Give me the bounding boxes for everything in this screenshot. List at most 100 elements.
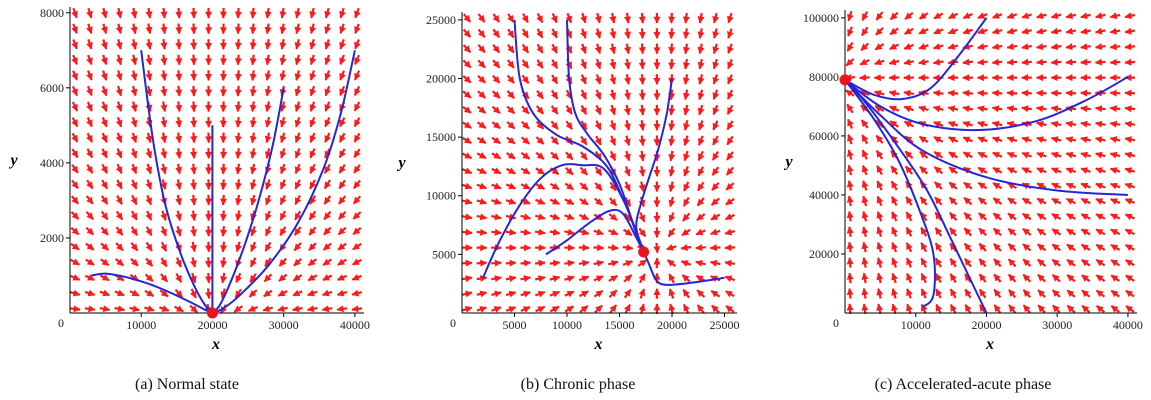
field-arrow	[175, 194, 183, 206]
field-arrow	[323, 195, 332, 205]
field-arrow	[1022, 258, 1032, 267]
field-arrow	[948, 166, 958, 175]
caption-chronic-phase: (b) Chronic phase	[521, 376, 636, 393]
caption-normal-state: (a) Normal state	[135, 376, 239, 393]
field-arrow	[294, 85, 302, 97]
field-arrow	[220, 272, 228, 284]
field-arrow	[461, 259, 473, 267]
field-arrow	[697, 104, 705, 116]
field-arrow	[534, 290, 546, 298]
field-arrow	[294, 70, 302, 81]
field-arrow	[978, 197, 988, 206]
field-arrow	[1080, 105, 1091, 113]
field-arrow	[1095, 304, 1106, 314]
field-arrow	[535, 182, 546, 190]
trajectory-b-2	[566, 19, 645, 253]
x-axis-label-a: x	[211, 336, 220, 353]
field-arrow	[249, 39, 257, 50]
field-arrow	[536, 105, 545, 115]
field-arrow	[890, 180, 898, 191]
field-arrow	[70, 226, 80, 236]
field-arrow	[891, 211, 898, 222]
field-arrow	[1065, 197, 1076, 205]
field-arrow	[536, 59, 544, 69]
field-arrow	[264, 132, 272, 144]
field-arrow	[578, 228, 590, 236]
field-arrow	[339, 54, 346, 66]
x-tick-label: 20000	[657, 318, 687, 332]
field-arrow	[637, 259, 648, 267]
field-arrow	[264, 7, 272, 19]
field-arrow	[264, 70, 272, 81]
field-arrow	[491, 152, 502, 160]
field-arrow	[86, 39, 93, 50]
field-arrow	[668, 58, 676, 70]
field-arrow	[505, 275, 517, 283]
field-arrow	[978, 258, 987, 268]
field-arrow	[190, 148, 198, 159]
field-arrow	[249, 163, 257, 175]
field-arrow	[978, 304, 987, 314]
field-arrow	[580, 43, 587, 54]
field-arrow	[1081, 304, 1091, 314]
field-arrow	[696, 289, 706, 298]
field-arrow	[891, 272, 898, 284]
field-arrow	[506, 121, 516, 130]
field-arrow	[220, 194, 228, 206]
field-arrow	[695, 244, 706, 252]
field-arrow	[1022, 212, 1032, 221]
field-arrow	[536, 13, 544, 24]
field-arrow	[949, 227, 958, 237]
field-arrow	[234, 7, 242, 19]
field-arrow	[1081, 258, 1091, 267]
field-arrow	[697, 166, 705, 177]
field-arrow	[875, 27, 884, 36]
field-arrow	[1080, 167, 1091, 174]
field-arrow	[934, 181, 943, 190]
field-arrow	[492, 44, 501, 54]
field-arrow	[100, 195, 109, 205]
field-arrow	[1094, 27, 1106, 35]
field-arrow	[578, 290, 589, 298]
field-arrow	[1124, 43, 1136, 51]
field-arrow	[535, 151, 545, 160]
field-arrow	[963, 181, 973, 190]
field-arrow	[265, 210, 272, 221]
field-arrow	[1080, 89, 1091, 97]
field-arrow	[564, 305, 575, 313]
field-arrow	[190, 163, 198, 175]
field-arrow	[947, 105, 959, 113]
field-arrow	[477, 44, 486, 54]
field-arrow	[682, 28, 690, 39]
field-arrow	[130, 163, 138, 175]
field-arrow	[189, 272, 197, 284]
field-arrow	[947, 89, 959, 97]
field-arrow	[130, 23, 138, 35]
field-arrow	[535, 198, 546, 205]
field-arrow	[1081, 289, 1091, 298]
field-arrow	[115, 70, 123, 81]
field-arrow	[580, 89, 587, 100]
field-arrow	[992, 182, 1003, 190]
field-arrow	[279, 39, 287, 50]
field-arrow	[324, 117, 332, 128]
field-arrow	[234, 85, 242, 97]
field-arrow	[309, 70, 317, 81]
field-arrow	[638, 288, 646, 299]
field-arrow	[160, 101, 168, 113]
field-arrow	[353, 117, 361, 128]
field-arrow	[292, 305, 303, 313]
field-arrow	[336, 274, 348, 281]
field-arrow	[1094, 120, 1106, 128]
field-arrow	[293, 242, 302, 252]
trajectory-c-5	[844, 79, 988, 314]
field-arrow	[337, 211, 347, 220]
field-arrow	[549, 290, 560, 298]
field-arrow	[638, 12, 646, 24]
field-arrow	[903, 43, 915, 50]
field-arrow	[875, 11, 884, 21]
field-arrow	[336, 305, 348, 313]
field-arrow	[905, 242, 913, 253]
field-arrow	[264, 23, 272, 35]
field-arrow	[292, 274, 303, 282]
